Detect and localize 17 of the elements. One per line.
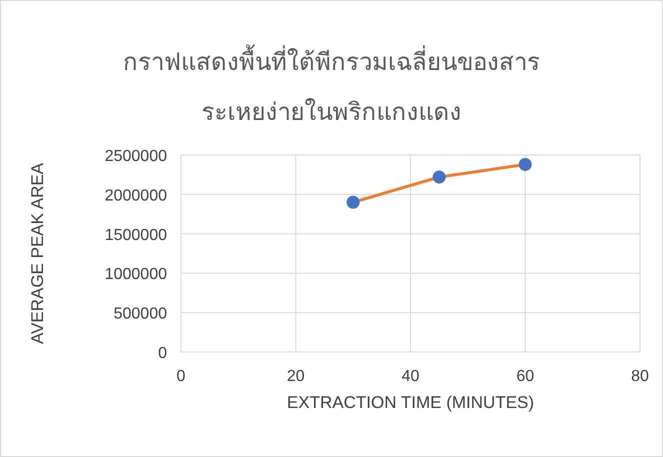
x-tick-label: 80 bbox=[631, 368, 649, 385]
y-tick-label: 2000000 bbox=[104, 187, 168, 204]
chart-title: กราฟแสดงพื้นที่ใต้พีกรวมเฉลี่ยนของสาร ระเหยง่ายในพริกแกงแดง bbox=[123, 44, 540, 126]
y-axis-title: AVERAGE PEAK AREA bbox=[28, 162, 47, 344]
x-tick-label: 40 bbox=[402, 368, 420, 385]
point bbox=[346, 196, 360, 209]
x-axis-title: EXTRACTION TIME (MINUTES) bbox=[286, 393, 534, 412]
x-tick-label: 0 bbox=[176, 368, 186, 385]
point bbox=[518, 158, 532, 171]
x-tick-label: 60 bbox=[516, 368, 534, 385]
y-tick-label: 1500000 bbox=[104, 226, 168, 244]
y-tick-label: 1000000 bbox=[104, 266, 168, 284]
point bbox=[432, 170, 446, 184]
y-tick-label: 0 bbox=[158, 345, 168, 362]
y-tick-label: 2500000 bbox=[104, 148, 168, 165]
x-tick-label: 20 bbox=[286, 368, 305, 385]
y-tick-label: 500000 bbox=[114, 306, 168, 323]
